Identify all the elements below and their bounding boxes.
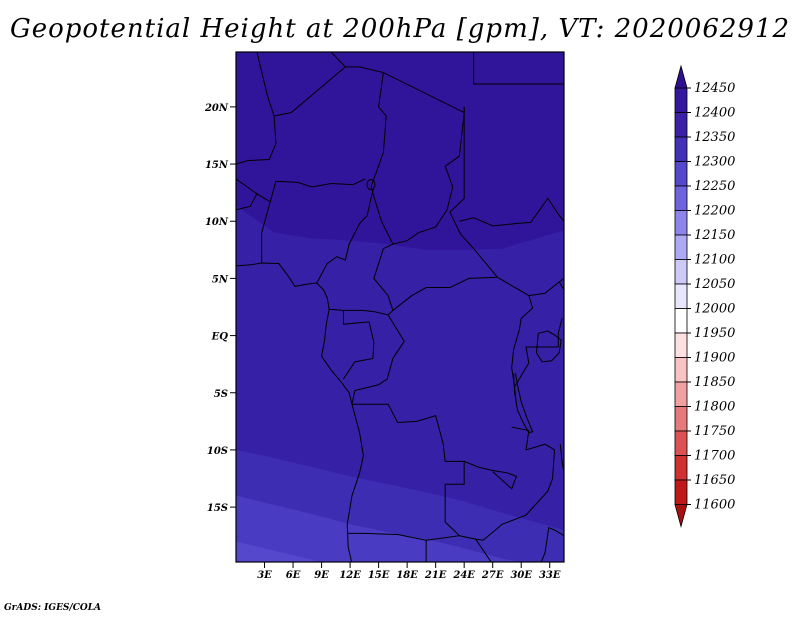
lon-tick-label: 9E	[314, 570, 329, 581]
height-field	[236, 52, 564, 562]
colorbar-segment	[674, 259, 688, 285]
band-12200	[236, 541, 321, 562]
colorbar-segment	[674, 406, 688, 432]
colorbar-label: 12050	[694, 277, 735, 292]
colorbar-bottom-arrow	[674, 504, 688, 529]
colorbar-segment	[674, 308, 688, 334]
map-frame	[235, 51, 565, 563]
colorbar-segment	[674, 112, 688, 138]
lat-tick-label: EQ	[211, 332, 229, 343]
colorbar-top-arrow	[674, 64, 688, 89]
map-chart: 20N 15N 10N 5N EQ 5S 10S 15S 3E 6E 9E 12E 15E 18E 21E…	[204, 51, 735, 581]
colorbar-segment	[674, 185, 688, 211]
colorbar-label: 12450	[694, 81, 735, 96]
lon-tick-label: 12E	[339, 570, 361, 581]
lon-tick-label: 33E	[539, 570, 561, 581]
colorbar-segment	[674, 357, 688, 383]
colorbar-segment	[674, 455, 688, 481]
lon-tick-label: 30E	[510, 570, 532, 581]
colorbar-label: 11900	[694, 351, 735, 366]
lon-tick-label: 24E	[452, 570, 475, 581]
band-12250	[236, 495, 521, 562]
colorbar-segment	[674, 234, 688, 260]
lon-tick-label: 15E	[368, 570, 390, 581]
colorbar-segment	[674, 136, 688, 162]
lat-tick-label: 20N	[204, 103, 229, 114]
colorbar-label: 12300	[694, 155, 735, 170]
lon-tick-label: 21E	[424, 570, 447, 581]
colorbar-segment	[674, 283, 688, 309]
colorbar-segment	[674, 87, 688, 113]
colorbar-label: 12150	[694, 228, 735, 243]
lat-tick-label: 15N	[205, 160, 229, 171]
lon-tick-label: 6E	[286, 570, 301, 581]
colorbar-label: 12400	[694, 106, 735, 121]
lat-tick-label: 10N	[205, 217, 229, 228]
colorbar-label: 12250	[694, 179, 735, 194]
credit-label: GrADS: IGES/COLA	[4, 603, 102, 613]
colorbar-label: 11600	[694, 498, 735, 513]
lon-tick-label: 27E	[481, 570, 504, 581]
colorbar-segment	[674, 381, 688, 407]
lat-tick-label: 5N	[212, 274, 229, 285]
lon-tick-label: 3E	[257, 570, 272, 581]
colorbar-label: 12100	[694, 253, 735, 268]
colorbar-label: 12000	[694, 302, 735, 317]
country-borders	[236, 52, 564, 562]
colorbar-label: 12350	[694, 130, 735, 145]
lat-tick-label: 15S	[207, 503, 228, 514]
colorbar-label: 11850	[694, 375, 735, 390]
colorbar-segment	[674, 161, 688, 187]
colorbar-label: 11700	[694, 449, 735, 464]
colorbar-label: 11750	[694, 424, 735, 439]
longitude-axis: 3E 6E 9E 12E 15E 18E 21E 24E 27E 30E 33E	[257, 562, 561, 581]
colorbar-label: 11950	[694, 326, 735, 341]
colorbar-segment	[674, 210, 688, 236]
lat-tick-label: 5S	[214, 389, 228, 400]
colorbar: 12450 12400 12350 12300 12250 12200 12150 12100…	[674, 64, 735, 529]
colorbar-label: 11650	[694, 473, 735, 488]
colorbar-label: 11800	[694, 400, 735, 415]
lat-tick-label: 10S	[207, 446, 228, 457]
colorbar-segment	[674, 332, 688, 358]
chart-title: Geopotential Height at 200hPa [gpm], VT:…	[9, 14, 791, 44]
lake-chad	[366, 179, 376, 191]
lon-tick-label: 18E	[396, 570, 418, 581]
colorbar-segment	[674, 430, 688, 456]
latitude-axis: 20N 15N 10N 5N EQ 5S 10S 15S	[204, 103, 236, 514]
colorbar-segment	[674, 479, 688, 505]
colorbar-label: 12200	[694, 204, 735, 219]
